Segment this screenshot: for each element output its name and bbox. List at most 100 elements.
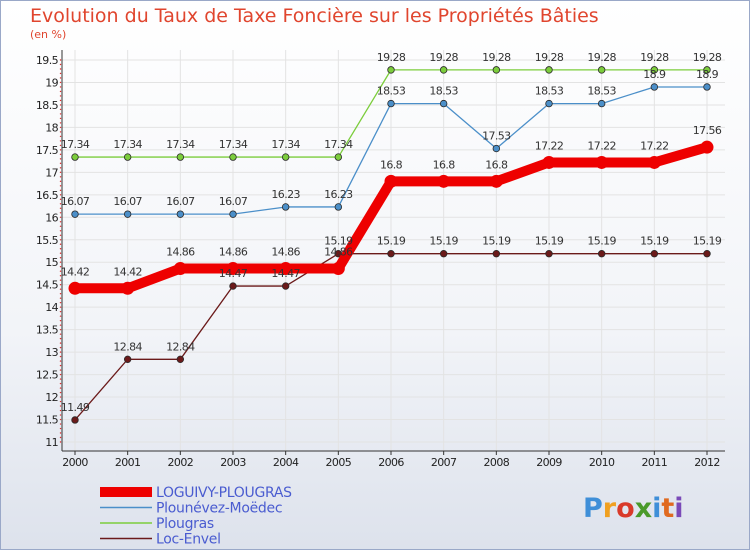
x-tick-label: 2008 [484, 456, 510, 469]
data-point-plougras [176, 153, 185, 161]
y-minor-tick [59, 239, 62, 241]
legend-label-plougras: Plougras [156, 516, 214, 532]
data-label-plougras: 17.34 [61, 138, 90, 151]
data-point-loguivy-plougras [68, 281, 82, 295]
y-minor-tick [59, 86, 62, 88]
y-tick-label: 19 [45, 76, 58, 89]
data-point-loc-envel [229, 282, 237, 290]
y-minor-tick [59, 122, 62, 124]
data-point-plounevez-moedec [281, 203, 290, 211]
y-tick-label: 18.5 [36, 99, 59, 112]
y-minor-tick [59, 288, 62, 290]
y-minor-tick [59, 436, 62, 439]
logo-letter: i [652, 493, 661, 524]
logo-letter: r [603, 493, 617, 524]
chart-title: Evolution du Taux de Taxe Foncière sur l… [30, 5, 599, 27]
data-label-loguivy-plougras: 16.8 [433, 158, 456, 171]
y-minor-tick [59, 369, 62, 371]
y-minor-tick [59, 95, 62, 97]
logo-letter: o [616, 493, 635, 524]
y-minor-tick [59, 198, 62, 201]
data-point-plounevez-moedec [71, 210, 79, 218]
data-label-plounevez-moedec: 16.23 [324, 188, 353, 201]
y-minor-tick [59, 162, 62, 165]
data-label-loguivy-plougras: 14.86 [271, 246, 300, 259]
data-point-plougras [123, 153, 132, 161]
data-label-plougras: 17.34 [113, 138, 142, 151]
data-point-plougras [545, 66, 553, 74]
logo-letter: t [661, 493, 674, 524]
y-tick-label: 14.5 [36, 279, 59, 292]
logo-letter: P [583, 493, 603, 524]
y-minor-tick [59, 346, 62, 349]
y-minor-tick [59, 378, 62, 380]
data-label-plougras: 17.34 [219, 138, 248, 151]
chart-legend: LOGUIVY-PLOUGRASPlounévez-MoëdecPlougras… [100, 485, 292, 548]
data-label-loguivy-plougras: 17.56 [693, 124, 722, 137]
y-minor-tick [59, 81, 62, 84]
y-minor-tick [59, 216, 62, 218]
data-label-loc-envel: 15.19 [377, 235, 406, 248]
y-tick-label: 17 [45, 166, 58, 179]
data-point-loguivy-plougras [489, 174, 503, 188]
data-point-plougras [703, 66, 711, 74]
data-label-plounevez-moedec: 18.53 [535, 85, 564, 98]
data-label-plougras: 19.28 [535, 51, 564, 64]
data-point-plounevez-moedec [703, 83, 711, 91]
data-point-loc-envel [281, 282, 290, 290]
y-minor-tick [59, 104, 62, 106]
y-minor-tick [59, 194, 62, 196]
data-label-plougras: 19.28 [377, 51, 406, 64]
y-minor-tick [59, 364, 62, 367]
y-minor-tick [59, 284, 62, 286]
y-minor-tick [59, 391, 62, 394]
y-minor-tick [59, 270, 62, 272]
data-point-plounevez-moedec [597, 99, 606, 108]
data-point-plougras [71, 153, 79, 161]
y-tick-label: 12 [45, 391, 58, 404]
y-tick-label: 11.5 [36, 414, 59, 427]
y-minor-tick [59, 180, 62, 183]
data-label-plounevez-moedec: 18.9 [643, 68, 666, 81]
y-minor-tick [59, 234, 62, 236]
y-minor-tick [59, 140, 62, 142]
y-minor-tick [59, 153, 62, 156]
data-point-loc-envel [71, 416, 79, 424]
data-label-loguivy-plougras: 14.86 [166, 246, 195, 259]
data-point-loc-envel [439, 249, 448, 258]
logo-letter: i [674, 493, 683, 524]
y-tick-label: 16.5 [36, 189, 59, 202]
y-minor-tick [59, 382, 62, 385]
data-point-loc-envel [703, 249, 711, 258]
data-point-loguivy-plougras [384, 174, 398, 188]
data-point-plougras [492, 66, 501, 74]
data-label-plounevez-moedec: 16.07 [61, 195, 90, 208]
x-tick-label: 2002 [168, 456, 194, 469]
data-point-plounevez-moedec [439, 99, 448, 108]
y-minor-tick [59, 427, 62, 430]
y-minor-tick [59, 207, 62, 210]
data-point-plounevez-moedec [229, 210, 237, 218]
data-label-plougras: 17.34 [271, 138, 300, 151]
y-minor-tick [59, 212, 62, 214]
data-point-plougras [439, 66, 448, 74]
y-tick-label: 13.5 [36, 324, 59, 337]
data-label-loc-envel: 15.19 [535, 235, 564, 248]
y-minor-tick [59, 301, 62, 304]
data-label-loguivy-plougras: 14.86 [324, 246, 353, 259]
y-minor-tick [59, 315, 62, 317]
x-tick-label: 2005 [326, 456, 352, 469]
y-minor-tick [59, 297, 62, 299]
x-tick-label: 2004 [273, 456, 299, 469]
y-minor-tick [59, 360, 62, 362]
y-minor-tick [59, 319, 62, 322]
y-minor-tick [59, 90, 62, 93]
data-label-layer: 14.42 14.42 14.86 14.86 14.86 14.86 16.8 16.8 16… [61, 51, 723, 414]
data-label-plounevez-moedec: 18.53 [587, 85, 616, 98]
series-layer [68, 66, 714, 424]
y-minor-tick [59, 221, 62, 223]
y-minor-tick [59, 131, 62, 133]
data-point-loguivy-plougras [173, 262, 187, 276]
data-point-loguivy-plougras [595, 155, 609, 169]
y-minor-tick [59, 409, 62, 412]
